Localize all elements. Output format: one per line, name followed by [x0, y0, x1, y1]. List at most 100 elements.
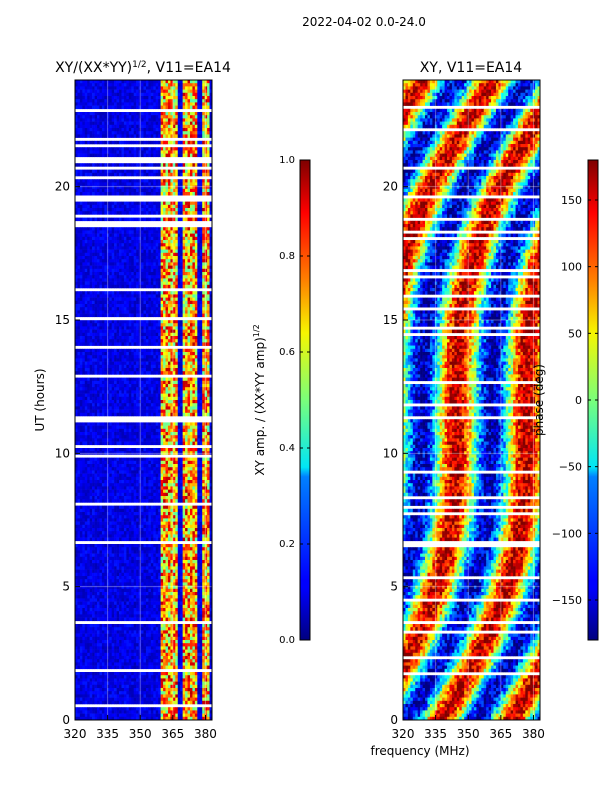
heatmap-cell [131, 89, 135, 94]
heatmap-cell [131, 153, 135, 158]
heatmap-cell [123, 406, 127, 410]
heatmap-cell [106, 131, 110, 135]
heatmap-cell [99, 83, 103, 87]
heatmap-cell [207, 326, 210, 330]
heatmap-cell [106, 201, 110, 206]
heatmap-cell [126, 352, 130, 356]
heatmap-cell [163, 406, 166, 410]
heatmap-cell [141, 240, 144, 244]
heatmap-cell [123, 336, 127, 340]
heatmap-cell [123, 403, 127, 407]
heatmap-cell [192, 259, 196, 263]
heatmap-cell [104, 99, 108, 103]
heatmap-cell [189, 86, 193, 90]
heatmap-cell [204, 204, 208, 209]
heatmap-cell [207, 204, 210, 209]
heatmap-cell [189, 355, 193, 359]
heatmap-cell [131, 371, 135, 375]
heatmap-cell [138, 252, 142, 257]
heatmap-cell [170, 326, 174, 330]
heatmap-cell [99, 105, 103, 110]
heatmap-cell [123, 208, 127, 212]
heatmap-cell [121, 326, 125, 330]
heatmap-cell [104, 300, 108, 305]
heatmap-cell [77, 227, 81, 231]
heatmap-cell [99, 355, 103, 359]
heatmap-cell [194, 352, 198, 356]
heatmap-cell [136, 131, 139, 135]
heatmap-cell [104, 89, 108, 94]
heatmap-cell [207, 115, 210, 119]
heatmap-cell [192, 364, 196, 369]
heatmap-cell [160, 393, 164, 398]
heatmap-cell [82, 150, 86, 154]
heatmap-cell [97, 172, 100, 177]
heatmap-cell [153, 150, 157, 154]
heatmap-cell [143, 412, 147, 417]
heatmap-cell [138, 240, 142, 244]
heatmap-cell [187, 121, 191, 126]
heatmap-cell [158, 310, 161, 314]
heatmap-cell [128, 294, 132, 298]
heatmap-cell [160, 182, 164, 186]
heatmap-cell [155, 172, 159, 177]
heatmap-cell [163, 380, 166, 385]
heatmap-cell [182, 320, 186, 324]
heatmap-cell [160, 297, 164, 302]
heatmap-cell [153, 115, 157, 119]
heatmap-cell [143, 380, 147, 385]
heatmap-cell [158, 268, 161, 273]
heatmap-cell [99, 310, 103, 314]
heatmap-cell [82, 230, 86, 234]
heatmap-cell [82, 358, 86, 362]
heatmap-cell [123, 368, 127, 372]
heatmap-cell [89, 99, 93, 103]
heatmap-cell [75, 188, 78, 193]
heatmap-cell [141, 140, 144, 145]
heatmap-cell [158, 150, 161, 154]
heatmap-cell [187, 252, 191, 257]
heatmap-cell [167, 243, 171, 247]
heatmap-cell [119, 352, 122, 356]
heatmap-cell [167, 278, 171, 282]
heatmap-cell [192, 188, 196, 193]
heatmap-cell [194, 240, 198, 244]
heatmap-cell [121, 342, 125, 346]
heatmap-cell [192, 208, 196, 212]
heatmap-cell [106, 284, 110, 289]
heatmap-cell [148, 112, 152, 116]
heatmap-cell [79, 192, 83, 196]
heatmap-cell [101, 96, 105, 100]
heatmap-cell [141, 185, 144, 190]
heatmap-cell [101, 217, 105, 222]
heatmap-cell [101, 300, 105, 305]
heatmap-cell [194, 329, 198, 334]
heatmap-cell [109, 278, 112, 282]
heatmap-cell [202, 140, 205, 145]
heatmap-cell [75, 83, 78, 87]
heatmap-cell [79, 400, 83, 404]
heatmap-cell [84, 412, 88, 417]
heatmap-cell [197, 211, 201, 215]
heatmap-cell [182, 384, 186, 388]
heatmap-cell [75, 275, 78, 279]
heatmap-cell [180, 256, 183, 260]
heatmap-cell [77, 294, 81, 298]
heatmap-cell [145, 297, 149, 302]
heatmap-cell [158, 380, 161, 385]
heatmap-cell [133, 294, 137, 298]
heatmap-cell [160, 406, 164, 410]
heatmap-cell [128, 377, 132, 382]
heatmap-cell [209, 124, 212, 129]
heatmap-cell [163, 291, 166, 295]
heatmap-cell [89, 182, 93, 186]
heatmap-cell [121, 364, 125, 369]
heatmap-cell [155, 86, 159, 90]
heatmap-cell [207, 99, 210, 103]
heatmap-cell [92, 105, 95, 110]
heatmap-cell [145, 384, 149, 388]
heatmap-cell [177, 118, 181, 122]
heatmap-cell [75, 284, 78, 289]
heatmap-cell [202, 131, 205, 135]
heatmap-cell [158, 275, 161, 279]
